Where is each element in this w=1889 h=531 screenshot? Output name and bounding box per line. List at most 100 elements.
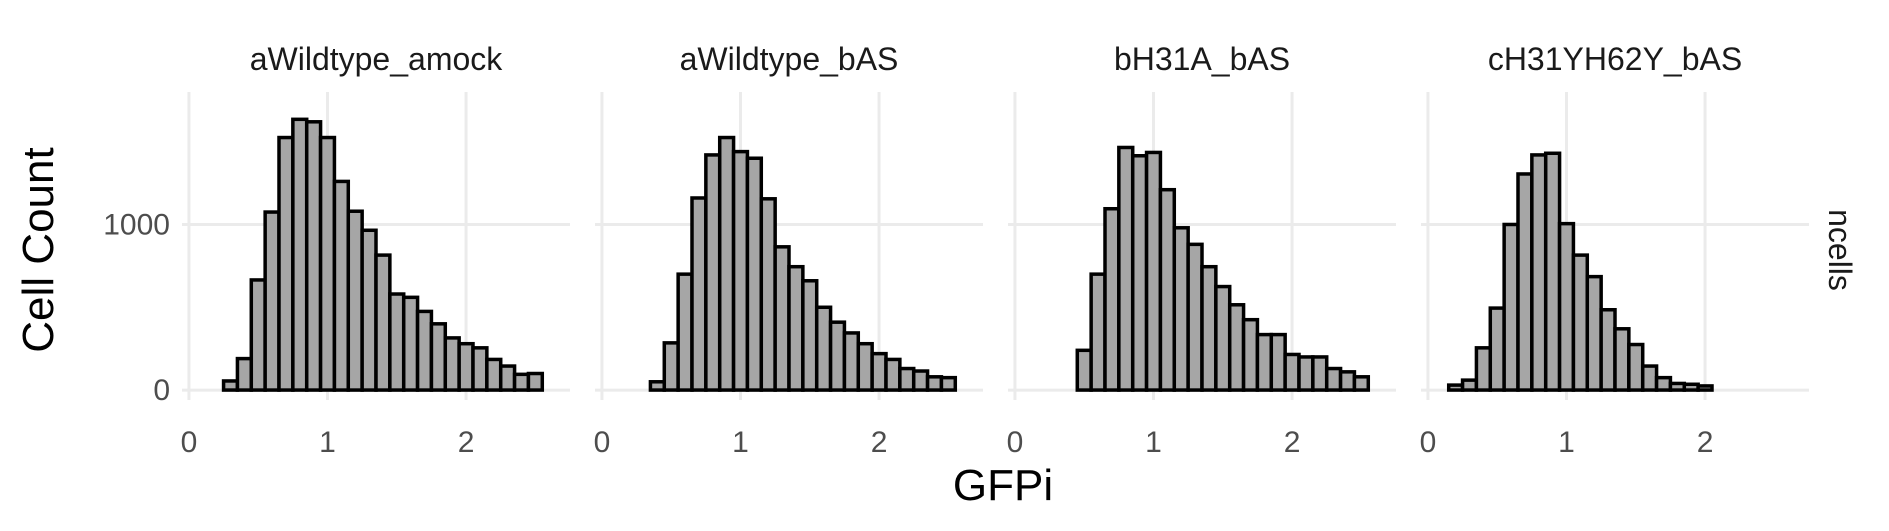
histogram-bar	[401, 295, 420, 392]
histogram-bar	[1089, 272, 1107, 392]
x-tick-label: 2	[458, 426, 475, 459]
histogram-bar	[471, 346, 489, 392]
histogram-bar	[1640, 364, 1659, 392]
histogram-bar	[1269, 332, 1287, 392]
histogram-bar	[304, 120, 323, 392]
x-axis-title: GFPi	[953, 461, 1053, 510]
histogram-bar	[263, 210, 281, 392]
x-tick-label: 2	[1284, 426, 1301, 459]
histogram-bar	[235, 356, 254, 392]
histogram-bar	[1543, 151, 1562, 392]
histogram-bar	[1654, 375, 1673, 392]
histogram-bar	[221, 379, 240, 392]
histogram-bar	[485, 357, 503, 392]
histogram-bar	[842, 331, 861, 392]
y-tick-label: 1000	[103, 208, 170, 241]
facet-title: aWildtype_bAS	[680, 41, 899, 77]
histogram-bar	[1227, 303, 1246, 392]
histogram-bar	[374, 253, 392, 392]
histogram-bar	[676, 272, 694, 392]
x-tick-label: 1	[1145, 426, 1162, 459]
histogram-bar	[498, 364, 517, 392]
x-tick-label: 0	[594, 426, 611, 459]
histogram-bar	[1117, 145, 1135, 392]
histogram-bar	[828, 320, 847, 392]
x-tick-label: 1	[319, 426, 336, 459]
facet-panel: bH31A_bAS 0 1 2	[1007, 41, 1396, 459]
histogram-bar	[648, 380, 667, 392]
histogram-bar	[1172, 226, 1190, 392]
histogram-bar	[1130, 154, 1149, 392]
facet-title: bH31A_bAS	[1114, 41, 1290, 77]
histogram-bar	[1338, 370, 1357, 392]
x-tick-label: 0	[181, 426, 198, 459]
histogram-bar	[1214, 284, 1232, 392]
facet-panel: aWildtype_bAS 0 1 2	[594, 41, 983, 459]
histogram-bar	[731, 149, 750, 392]
histogram-bar	[277, 135, 295, 392]
histogram-bar	[291, 117, 309, 392]
histogram-bar	[332, 179, 351, 392]
histogram-bar	[662, 341, 680, 392]
histogram-bar	[360, 228, 378, 392]
histogram-bar	[1283, 352, 1301, 392]
facet-panel: aWildtype_amock 0 1 2	[181, 41, 570, 459]
histogram-bar	[1324, 366, 1343, 392]
facet-strip-label: ncells	[1822, 209, 1858, 291]
histogram-bar	[1200, 264, 1218, 392]
x-tick-label: 1	[1558, 426, 1575, 459]
x-tick-label: 2	[871, 426, 888, 459]
facet-title: aWildtype_amock	[250, 41, 504, 77]
histogram-bar	[801, 279, 819, 392]
histogram-bar	[814, 305, 833, 392]
histogram-bar	[745, 156, 764, 392]
histogram-bar	[1599, 308, 1617, 392]
histogram-bar	[690, 196, 708, 392]
x-tick-label: 1	[732, 426, 749, 459]
histogram-bar	[429, 322, 448, 392]
histogram-bar	[773, 245, 791, 392]
histogram-bar	[856, 341, 874, 392]
histogram-bar	[1460, 378, 1479, 392]
histogram-bar	[1144, 150, 1163, 392]
histogram-bar	[787, 264, 805, 392]
facet-panel: cH31YH62Y_bAS 0 1 2	[1420, 41, 1809, 459]
histogram-bar	[717, 135, 736, 392]
histogram-bar	[1075, 348, 1093, 392]
x-tick-label: 2	[1697, 426, 1714, 459]
histogram-bar	[457, 341, 475, 392]
facet-title: cH31YH62Y_bAS	[1488, 41, 1742, 77]
histogram-bar	[249, 278, 267, 392]
histogram-bar	[318, 135, 337, 392]
histogram-bar	[1488, 306, 1506, 392]
histogram-bar	[1557, 221, 1576, 392]
histogram-bar	[1446, 383, 1465, 392]
histogram-bar	[1474, 346, 1493, 392]
x-tick-label: 0	[1420, 426, 1437, 459]
histogram-bar	[1696, 384, 1714, 392]
histogram-bar	[1186, 242, 1204, 392]
histogram-bar	[1627, 342, 1645, 392]
y-tick-labels: 0 1000	[103, 208, 170, 407]
histogram-bar	[884, 357, 902, 392]
histogram-bar	[1297, 355, 1315, 392]
x-tick-label: 0	[1007, 426, 1024, 459]
histogram-bar	[1103, 206, 1121, 392]
histogram-bar	[898, 366, 916, 392]
histogram-bar	[1530, 153, 1548, 392]
histogram-bar	[939, 375, 958, 392]
histogram-bar	[346, 209, 364, 392]
histogram-bar	[1613, 327, 1631, 392]
histogram-bar	[512, 372, 531, 392]
histogram-bar	[1502, 222, 1520, 392]
histogram-bar	[704, 153, 722, 392]
histogram-bar	[1516, 172, 1534, 392]
histogram-bar	[925, 375, 944, 392]
histogram-bar	[1668, 381, 1687, 392]
histogram-bar	[415, 309, 434, 392]
histogram-bar	[911, 369, 930, 392]
histogram-bar	[1352, 375, 1371, 392]
histogram-bar	[1571, 253, 1590, 392]
histogram-bar	[443, 336, 461, 392]
